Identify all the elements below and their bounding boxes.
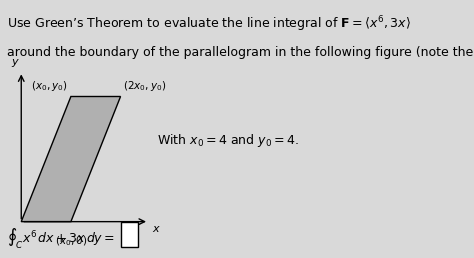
Polygon shape [21,96,120,222]
Text: With $x_0 = 4$ and $y_0 = 4$.: With $x_0 = 4$ and $y_0 = 4$. [157,132,300,149]
Text: Use Green’s Theorem to evaluate the line integral of $\mathbf{F} = \langle x^6, : Use Green’s Theorem to evaluate the line… [7,14,411,34]
FancyBboxPatch shape [120,222,137,247]
Text: $\oint_C x^6\,dx + 3x\,dy = $: $\oint_C x^6\,dx + 3x\,dy = $ [7,227,115,252]
Text: around the boundary of the parallelogram in the following figure (note the orien: around the boundary of the parallelogram… [7,46,474,59]
Text: $(x_0, 0)$: $(x_0, 0)$ [55,234,87,248]
Text: $y$: $y$ [11,57,20,69]
Text: $x$: $x$ [152,224,161,234]
Text: $(x_0, y_0)$: $(x_0, y_0)$ [31,79,68,93]
Text: $(2x_0, y_0)$: $(2x_0, y_0)$ [123,79,166,93]
